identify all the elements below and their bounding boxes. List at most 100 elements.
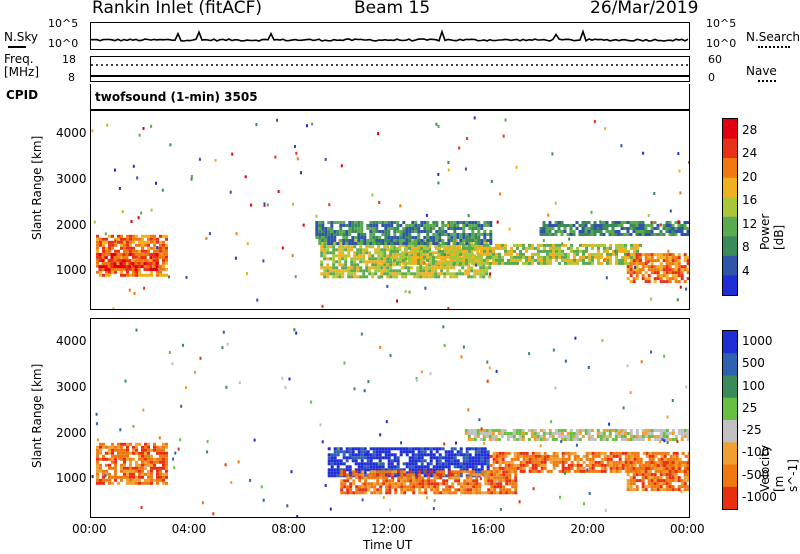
heatmap-cell xyxy=(635,470,639,474)
heatmap-cell xyxy=(638,233,642,236)
heatmap-cell xyxy=(654,454,658,458)
heatmap-cell xyxy=(537,463,541,467)
heatmap-cell xyxy=(620,221,624,224)
heatmap-cell xyxy=(371,257,375,261)
heatmap-cell xyxy=(632,227,636,230)
heatmap-cell xyxy=(653,277,657,281)
heatmap-cell xyxy=(569,438,573,441)
heatmap-cell xyxy=(402,236,406,239)
heatmap-cell xyxy=(479,272,483,276)
heatmap-cell xyxy=(591,261,594,265)
heatmap-cell xyxy=(352,473,356,477)
heatmap-cell xyxy=(150,481,153,485)
heatmap-cell xyxy=(626,253,630,257)
heatmap-cell xyxy=(588,460,592,464)
heatmap-cell xyxy=(672,457,676,461)
heatmap-cell xyxy=(123,451,126,455)
heatmap-cell xyxy=(496,491,500,495)
heatmap-cell xyxy=(632,280,636,284)
heatmap-cell xyxy=(496,485,500,489)
heatmap-cell xyxy=(354,447,358,451)
heatmap-cell xyxy=(214,158,217,162)
heatmap-cell xyxy=(404,257,408,261)
heatmap-cell xyxy=(534,463,538,467)
heatmap-cell xyxy=(327,456,331,460)
heatmap-cell xyxy=(147,243,150,247)
heatmap-cell xyxy=(383,266,387,270)
heatmap-cell xyxy=(396,246,399,250)
heatmap-cell xyxy=(629,476,633,480)
heatmap-cell xyxy=(274,155,277,159)
heatmap-cell xyxy=(408,465,412,469)
heatmap-cell xyxy=(326,251,330,255)
heatmap-cell xyxy=(387,236,391,239)
heatmap-cell xyxy=(512,438,516,441)
heatmap-cell xyxy=(105,249,108,253)
heatmap-cell xyxy=(629,271,633,275)
heatmap-cell xyxy=(135,463,138,467)
heatmap-cell xyxy=(117,481,120,485)
heatmap-cell xyxy=(667,249,670,253)
heatmap-cell xyxy=(674,277,678,281)
heatmap-cell xyxy=(480,459,484,463)
heatmap-cell xyxy=(683,265,687,269)
heatmap-cell xyxy=(420,459,424,463)
heatmap-cell xyxy=(489,252,492,256)
heatmap-cell xyxy=(372,221,376,224)
heatmap-cell xyxy=(159,451,162,455)
heatmap-cell xyxy=(150,460,153,464)
heatmap-cell xyxy=(609,255,612,259)
heatmap-cell xyxy=(630,469,634,473)
heatmap-cell xyxy=(162,252,165,256)
heatmap-cell xyxy=(683,280,687,284)
heatmap-cell xyxy=(405,224,409,227)
power-y-tick: 4000 xyxy=(56,125,87,140)
heatmap-cell xyxy=(159,270,162,274)
heatmap-cell xyxy=(110,262,114,266)
heatmap-cell xyxy=(647,280,651,284)
heatmap-cell xyxy=(591,246,594,250)
heatmap-cell xyxy=(663,439,666,443)
heatmap-cell xyxy=(129,243,132,247)
heatmap-cell xyxy=(626,470,630,474)
heatmap-cell xyxy=(485,429,489,432)
heatmap-cell xyxy=(411,227,415,230)
heatmap-cell xyxy=(162,234,165,238)
heatmap-cell xyxy=(162,243,165,247)
heatmap-cell xyxy=(144,454,147,458)
heatmap-cell xyxy=(483,224,487,227)
heatmap-cell xyxy=(459,249,462,253)
heatmap-cell xyxy=(597,252,600,256)
heatmap-cell xyxy=(286,504,289,508)
heatmap-cell xyxy=(390,246,393,250)
heatmap-cell xyxy=(144,457,147,461)
heatmap-cell xyxy=(385,482,389,486)
heatmap-cell xyxy=(621,246,624,250)
heatmap-cell xyxy=(542,233,546,236)
heatmap-cell xyxy=(596,224,600,227)
heatmap-cell xyxy=(350,266,354,270)
heatmap-cell xyxy=(441,230,445,233)
heatmap-cell xyxy=(635,479,639,483)
heatmap-cell xyxy=(579,469,583,473)
heatmap-cell xyxy=(644,473,648,477)
heatmap-cell xyxy=(437,272,441,276)
heatmap-cell xyxy=(421,476,425,480)
heatmap-cell xyxy=(341,251,345,255)
x-tick-label: 04:00 xyxy=(171,522,207,536)
heatmap-cell xyxy=(448,470,452,474)
heatmap-cell xyxy=(630,252,633,256)
heatmap-cell xyxy=(372,453,376,457)
heatmap-cell xyxy=(396,299,398,303)
heatmap-cell xyxy=(479,477,482,481)
heatmap-cell xyxy=(496,220,499,224)
heatmap-cell xyxy=(388,482,392,486)
heatmap-cell xyxy=(105,451,108,455)
heatmap-cell xyxy=(418,485,422,489)
heatmap-cell xyxy=(348,450,352,454)
heatmap-cell xyxy=(582,466,586,470)
heatmap-cell xyxy=(182,343,184,347)
heatmap-cell xyxy=(570,243,573,247)
heatmap-cell xyxy=(638,221,642,224)
power-colorbar-tick: 12 xyxy=(742,216,758,231)
